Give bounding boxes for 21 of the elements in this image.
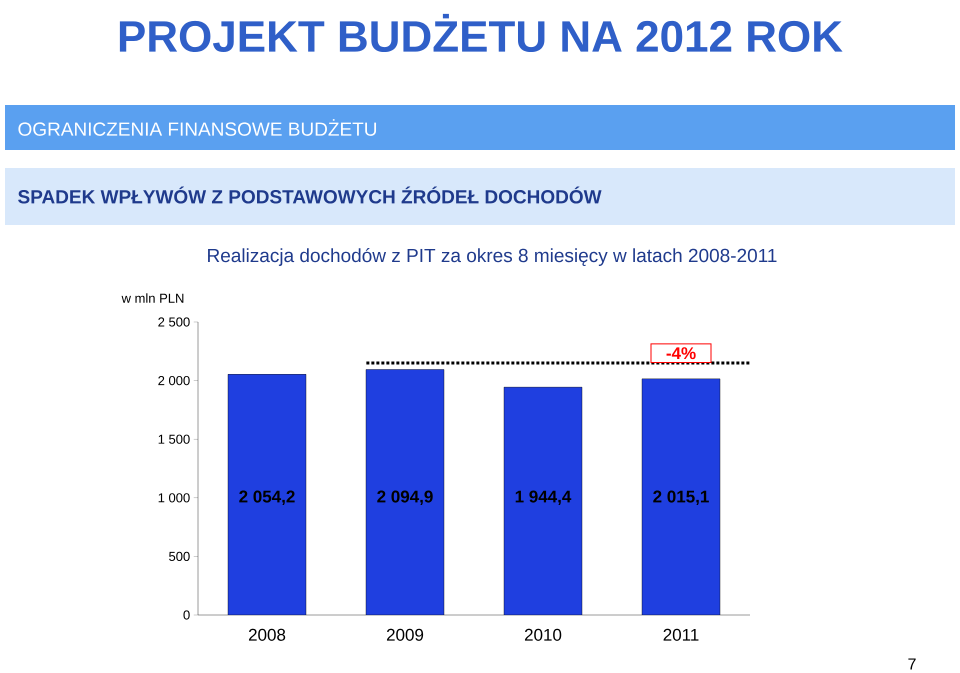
chart-subtitle: Realizacja dochodów z PIT za okres 8 miesięcy w latach 2008-2011	[208, 248, 776, 266]
x-tick-label: 2008	[248, 628, 286, 641]
y-tick-label: 2 000	[158, 376, 190, 386]
y-tick-label: 0	[183, 610, 190, 620]
data-label: 2 054,2	[239, 490, 295, 506]
annotation: -4%	[666, 347, 696, 360]
x-tick-label: 2011	[664, 628, 698, 641]
data-label: 2 015,1	[653, 490, 709, 506]
x-tick-label: 2009	[386, 628, 424, 641]
text: OGRANICZENIA FINANSOWE BUDŻETU	[18, 119, 376, 136]
data-label: 1 944,4	[516, 490, 572, 506]
text: SPADEK WPŁYWÓW Z PODSTAWOWYCH ŹRÓDEŁ DOCHODÓW	[18, 186, 602, 204]
y-axis-title: w mln PLN	[122, 293, 184, 303]
y-tick-label: 500	[169, 552, 190, 561]
y-tick-label: 2 500	[158, 317, 190, 327]
x-tick-label: 2010	[524, 628, 562, 641]
y-tick-label: 1 500	[158, 434, 190, 444]
chart-title: PROJEKT BUDŻETU NA 2012 ROK	[120, 14, 843, 52]
text: 7	[908, 658, 916, 670]
data-label: 2 094,9	[377, 490, 433, 506]
y-tick-label: 1 000	[158, 493, 190, 502]
